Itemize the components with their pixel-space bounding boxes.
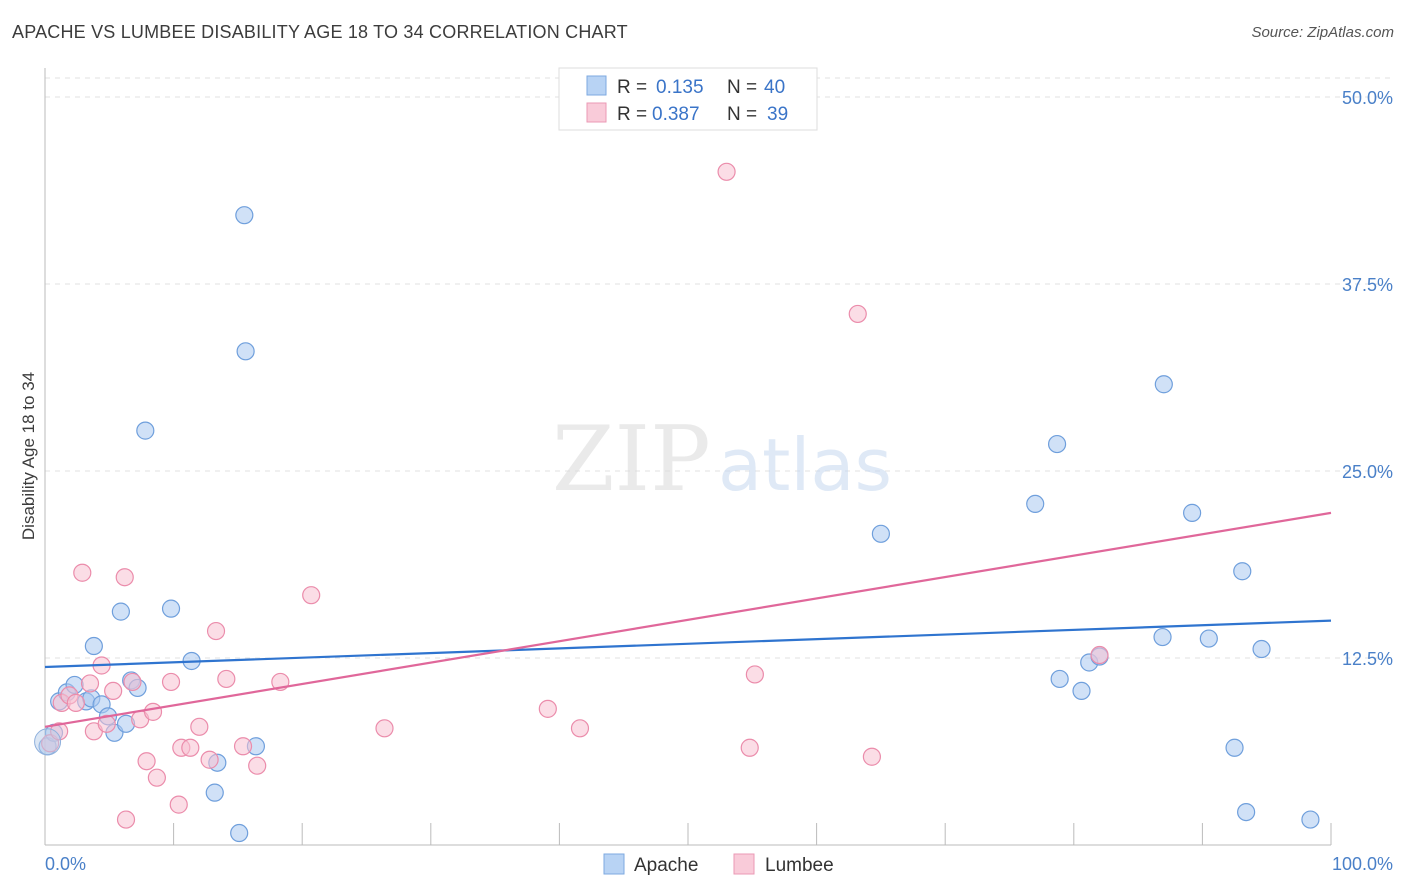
apache-point (111, 602, 130, 621)
lumbee-point (200, 750, 219, 769)
lumbee-point (848, 304, 867, 324)
apache-point (1183, 503, 1202, 522)
y-axis-label: Disability Age 18 to 34 (19, 372, 38, 540)
apache-point (1199, 629, 1218, 648)
lumbee-point (80, 674, 100, 693)
lumbee-point (190, 717, 209, 736)
lumbee-point (123, 672, 142, 692)
lumbee-point (233, 737, 253, 756)
legend-swatch-lumbee (586, 102, 607, 123)
lumbee-point (375, 719, 394, 738)
lumbee-point (217, 669, 236, 689)
apache-trend-line (44, 619, 1332, 669)
x-axis (44, 68, 1332, 846)
apache-point (1047, 434, 1067, 454)
apache-point (1237, 802, 1256, 822)
bottom-legend-lumbee: Lumbee (765, 855, 834, 876)
legend-n-value-apache: 40 (764, 77, 785, 98)
apache-point (84, 636, 103, 656)
apache-point (205, 783, 224, 802)
lumbee-point (116, 810, 136, 829)
lumbee-point (73, 563, 92, 582)
apache-point (1026, 494, 1045, 514)
x-tick-label: 0.0% (45, 854, 86, 874)
y-tick-labels: 12.5% 25.0% 37.5% 50.0% (1342, 88, 1393, 669)
apache-point (230, 823, 249, 843)
legend-r-label-apache: R = (617, 77, 647, 98)
apache-point (1050, 669, 1069, 689)
legend-r-value-apache: 0.135 (656, 77, 704, 98)
y-tick-label: 12.5% (1342, 649, 1393, 669)
apache-point (236, 342, 255, 361)
y-axis-title: Disability Age 18 to 34 (19, 372, 38, 540)
apache-point (1233, 562, 1252, 581)
chart-title: APACHE VS LUMBEE DISABILITY AGE 18 TO 34… (12, 22, 628, 42)
y-tick-label: 37.5% (1342, 275, 1393, 295)
lumbee-point (717, 162, 736, 181)
lumbee-point (104, 681, 123, 701)
points-layer (34, 162, 1320, 843)
apache-point (1153, 627, 1172, 647)
lumbee-point (97, 714, 116, 733)
apache-point (1154, 375, 1173, 394)
bottom-legend-apache: Apache (634, 855, 698, 876)
legend-box: R = 0.135 N = 40 R = 0.387 N = 39 (558, 67, 818, 131)
legend-r-label-lumbee: R = (617, 104, 647, 125)
watermark-atlas: atlas (718, 423, 892, 507)
lumbee-point (740, 738, 759, 757)
bottom-legend-swatch-lumbee (733, 853, 755, 875)
lumbee-point (181, 738, 200, 757)
lumbee-point (745, 665, 764, 684)
lumbee-point (169, 795, 188, 814)
legend-r-value-lumbee: 0.387 (652, 104, 700, 125)
bottom-legend: Apache Lumbee (603, 853, 834, 876)
apache-point (1252, 639, 1271, 659)
apache-point (871, 524, 891, 543)
legend-swatch-apache (586, 75, 607, 96)
watermark-zip: ZIP (552, 407, 711, 512)
apache-point (1301, 810, 1320, 829)
watermark: ZIP atlas (552, 407, 892, 512)
source-label: Source: ZipAtlas.com (1251, 24, 1394, 41)
x-tick-labels: 0.0% 100.0% (45, 854, 1393, 874)
lumbee-point (248, 756, 267, 775)
lumbee-point (147, 768, 166, 787)
legend-n-label-lumbee: N = (727, 104, 757, 125)
gridlines (45, 77, 1393, 659)
x-tick-label: 100.0% (1332, 854, 1393, 874)
legend-n-value-lumbee: 39 (767, 104, 788, 125)
apache-point (136, 421, 155, 440)
apache-point (1225, 738, 1244, 757)
bottom-legend-swatch-apache (603, 853, 625, 875)
trend-lines (44, 511, 1332, 728)
lumbee-point (570, 719, 590, 738)
lumbee-point (538, 699, 557, 718)
lumbee-point (1090, 645, 1109, 665)
lumbee-trend-line (44, 511, 1332, 728)
y-tick-label: 25.0% (1342, 462, 1393, 482)
apache-point (161, 599, 181, 618)
lumbee-point (161, 672, 181, 692)
lumbee-point (66, 693, 85, 712)
apache-cluster-point (34, 728, 62, 756)
lumbee-point (143, 702, 163, 721)
apache-point (1072, 681, 1091, 701)
y-tick-label: 50.0% (1342, 88, 1393, 108)
lumbee-point (302, 586, 321, 605)
lumbee-point (115, 568, 134, 587)
legend-n-label-apache: N = (727, 77, 757, 98)
lumbee-point (206, 621, 226, 641)
apache-point (235, 206, 254, 225)
lumbee-point (137, 752, 156, 771)
lumbee-point (862, 747, 881, 766)
